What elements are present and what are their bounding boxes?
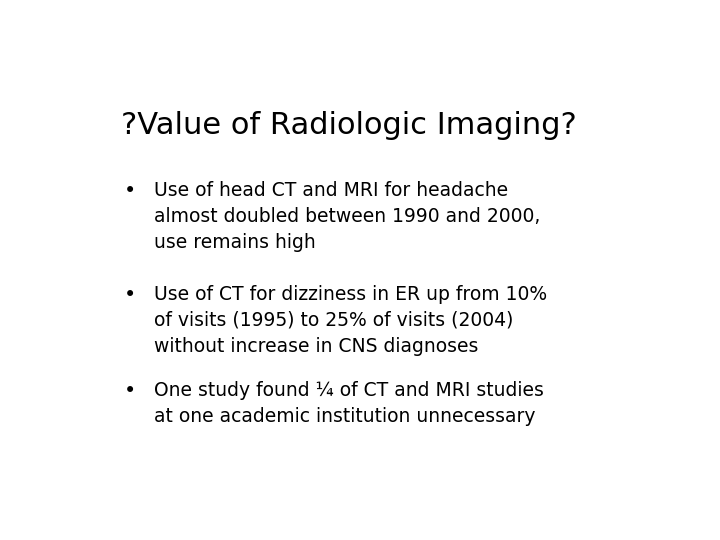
Text: •: • [124,181,136,201]
Text: •: • [124,381,136,401]
Text: Use of CT for dizziness in ER up from 10%
of visits (1995) to 25% of visits (200: Use of CT for dizziness in ER up from 10… [154,285,547,356]
Text: Use of head CT and MRI for headache
almost doubled between 1990 and 2000,
use re: Use of head CT and MRI for headache almo… [154,181,541,252]
Text: •: • [124,285,136,305]
Text: One study found ¼ of CT and MRI studies
at one academic institution unnecessary: One study found ¼ of CT and MRI studies … [154,381,544,426]
Text: ?Value of Radiologic Imaging?: ?Value of Radiologic Imaging? [121,111,577,139]
